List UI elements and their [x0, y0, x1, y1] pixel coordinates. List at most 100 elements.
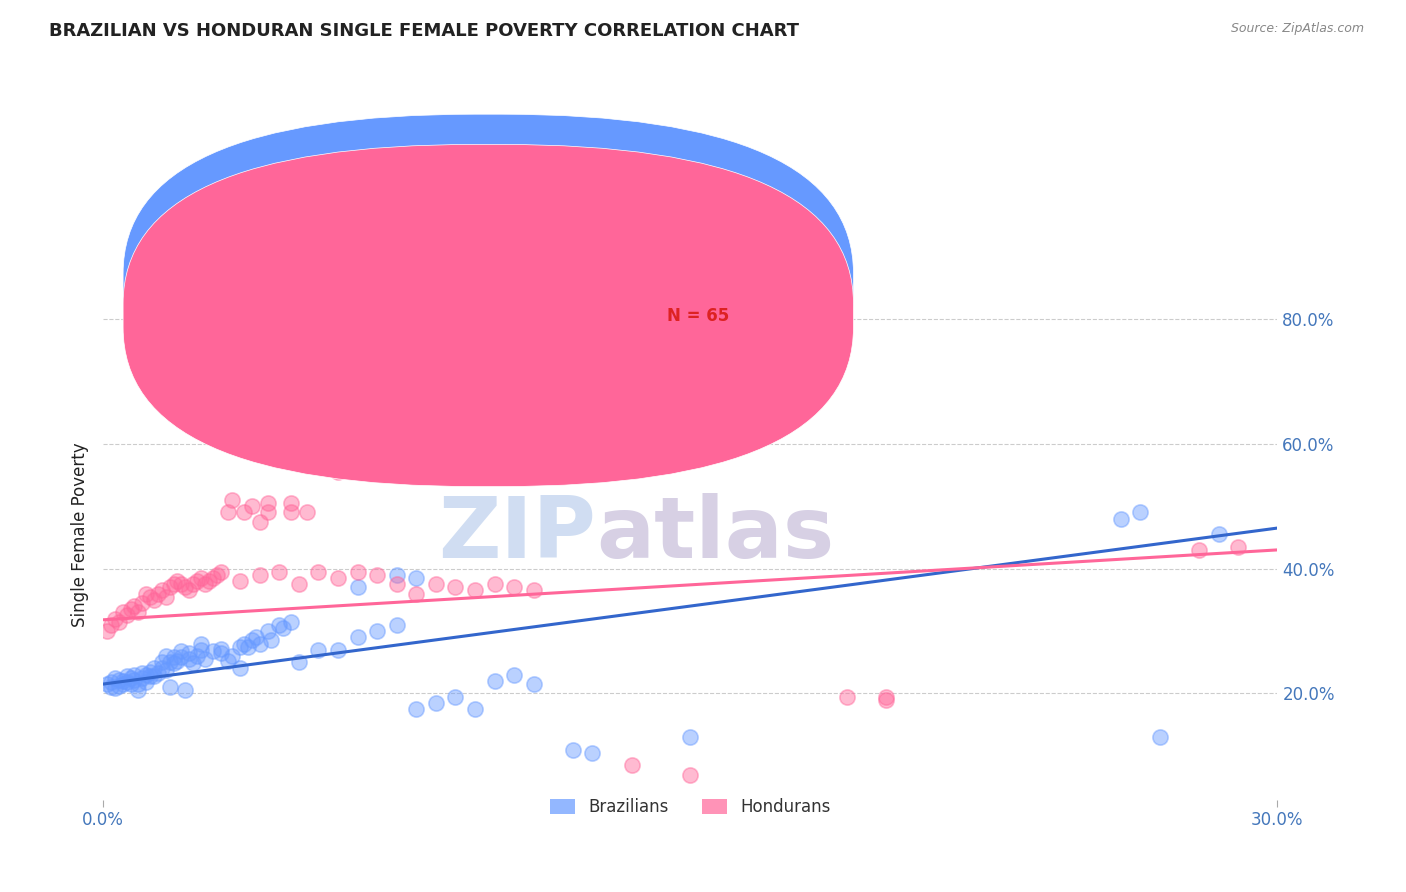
- Point: [295, 506, 318, 520]
- Point: [405, 586, 427, 600]
- Point: [221, 648, 243, 663]
- Point: [143, 669, 166, 683]
- Point: [385, 617, 408, 632]
- Point: [179, 583, 201, 598]
- Point: [620, 758, 643, 772]
- Point: [366, 624, 388, 638]
- Point: [107, 615, 129, 629]
- Point: [561, 742, 583, 756]
- Point: [385, 567, 408, 582]
- Point: [96, 624, 118, 638]
- Point: [464, 702, 486, 716]
- Point: [127, 605, 149, 619]
- Point: [326, 440, 349, 454]
- Point: [107, 679, 129, 693]
- Point: [366, 567, 388, 582]
- Point: [131, 671, 153, 685]
- Point: [135, 675, 157, 690]
- Point: [100, 680, 122, 694]
- Point: [217, 506, 239, 520]
- Point: [288, 577, 311, 591]
- Point: [190, 642, 212, 657]
- Point: [179, 652, 201, 666]
- Point: [503, 667, 526, 681]
- Point: [307, 452, 329, 467]
- Point: [135, 586, 157, 600]
- Point: [150, 661, 173, 675]
- Point: [236, 640, 259, 654]
- Point: [170, 644, 193, 658]
- Point: [181, 577, 204, 591]
- Point: [146, 666, 169, 681]
- Point: [170, 650, 193, 665]
- Point: [240, 633, 263, 648]
- Point: [201, 571, 224, 585]
- Point: [139, 669, 162, 683]
- Point: [444, 690, 467, 704]
- Point: [523, 583, 546, 598]
- Point: [307, 565, 329, 579]
- Point: [346, 580, 368, 594]
- Point: [127, 677, 149, 691]
- Point: [229, 661, 252, 675]
- Point: [120, 671, 142, 685]
- Point: [280, 496, 302, 510]
- Point: [221, 493, 243, 508]
- Point: [217, 654, 239, 668]
- Point: [245, 630, 267, 644]
- Point: [444, 580, 467, 594]
- Text: Source: ZipAtlas.com: Source: ZipAtlas.com: [1230, 22, 1364, 36]
- FancyBboxPatch shape: [124, 114, 853, 457]
- Point: [209, 646, 232, 660]
- Point: [405, 702, 427, 716]
- Point: [170, 577, 193, 591]
- Y-axis label: Single Female Poverty: Single Female Poverty: [72, 442, 89, 626]
- Point: [425, 577, 447, 591]
- Point: [100, 617, 122, 632]
- Point: [875, 690, 897, 704]
- Point: [143, 661, 166, 675]
- Text: N = 86: N = 86: [666, 277, 730, 294]
- Point: [815, 377, 838, 392]
- Point: [484, 673, 506, 688]
- Legend: Brazilians, Hondurans: Brazilians, Hondurans: [543, 792, 838, 823]
- Point: [256, 506, 278, 520]
- Point: [174, 580, 197, 594]
- Point: [155, 648, 177, 663]
- Point: [124, 599, 146, 613]
- Point: [150, 583, 173, 598]
- Point: [186, 648, 208, 663]
- Point: [155, 663, 177, 677]
- Text: R = 0.410: R = 0.410: [515, 277, 598, 294]
- Point: [174, 683, 197, 698]
- Point: [484, 577, 506, 591]
- Point: [124, 673, 146, 687]
- Point: [131, 666, 153, 681]
- Point: [205, 567, 228, 582]
- Point: [135, 667, 157, 681]
- Point: [139, 665, 162, 679]
- Point: [146, 586, 169, 600]
- Point: [679, 730, 702, 744]
- Point: [143, 592, 166, 607]
- Point: [405, 571, 427, 585]
- Point: [190, 571, 212, 585]
- Point: [233, 636, 256, 650]
- Point: [107, 673, 129, 687]
- Point: [159, 580, 181, 594]
- Point: [186, 574, 208, 588]
- Point: [150, 655, 173, 669]
- Point: [139, 590, 162, 604]
- Point: [111, 673, 134, 688]
- Text: R = 0.249: R = 0.249: [515, 307, 598, 325]
- Point: [1109, 512, 1132, 526]
- FancyBboxPatch shape: [124, 145, 853, 486]
- Point: [159, 655, 181, 669]
- Point: [1208, 527, 1230, 541]
- Point: [307, 642, 329, 657]
- Point: [201, 644, 224, 658]
- FancyBboxPatch shape: [461, 277, 779, 351]
- Point: [155, 590, 177, 604]
- Point: [1227, 540, 1250, 554]
- Point: [104, 611, 127, 625]
